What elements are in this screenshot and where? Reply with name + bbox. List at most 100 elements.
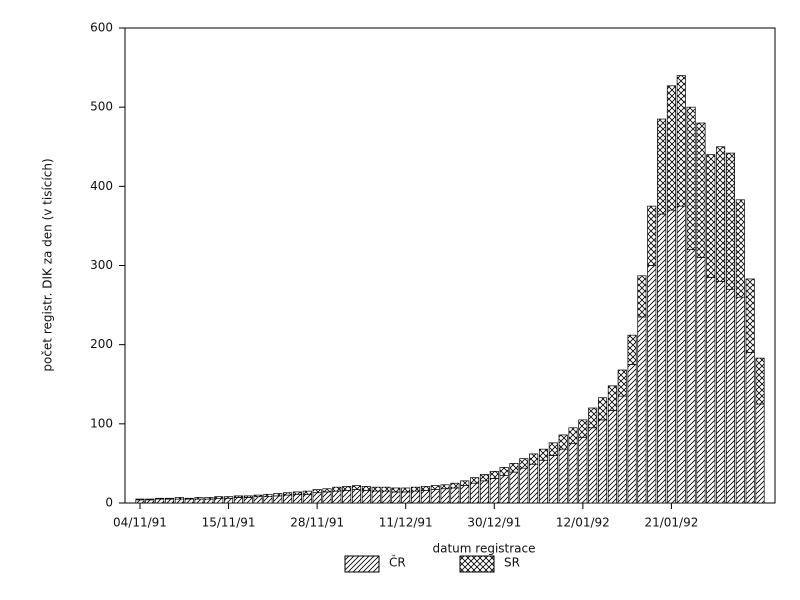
bar-segment <box>204 497 214 500</box>
bar-segment <box>342 486 352 491</box>
bar-segment <box>666 209 676 504</box>
bar-segment <box>194 497 204 500</box>
bar-segment <box>450 482 460 489</box>
x-tick-label: 21/01/92 <box>644 516 698 530</box>
bar-segment <box>253 494 263 498</box>
bar-segment <box>529 463 539 504</box>
bar-segment <box>233 495 243 498</box>
bar-segment <box>558 434 568 450</box>
bar-segment <box>657 213 667 504</box>
bar-segment <box>401 491 411 504</box>
bar-segment <box>194 498 204 504</box>
bar-segment <box>558 448 568 504</box>
bar-segment <box>755 357 765 405</box>
bar-segment <box>725 288 736 504</box>
legend-label: SR <box>504 556 520 570</box>
x-tick-label: 12/01/92 <box>556 516 610 530</box>
bar-segment <box>351 489 362 504</box>
bar-segment <box>292 491 302 495</box>
bar-segment <box>676 205 686 504</box>
y-tick-label: 300 <box>90 258 113 272</box>
bar-segment <box>371 486 381 492</box>
bar-segment <box>598 419 608 504</box>
bar-segment <box>332 486 342 492</box>
bar-segment <box>322 491 332 504</box>
bar-segment <box>686 249 696 504</box>
x-tick-label: 30/12/91 <box>467 516 521 530</box>
bar-segment <box>617 395 627 504</box>
bar-segment <box>548 455 558 504</box>
x-axis-title: datum registrace <box>432 542 535 556</box>
bar-segment <box>499 474 509 504</box>
bar-segment <box>371 490 381 504</box>
y-axis-title: počet registr. DIK za den (v tisících) <box>41 158 55 371</box>
bar-segment <box>420 489 430 504</box>
bar-segment <box>538 448 549 461</box>
y-tick-label: 0 <box>105 496 113 510</box>
bar-segment <box>322 488 332 493</box>
bar-segment <box>204 498 214 504</box>
bar-segment <box>696 122 706 258</box>
bar-segment <box>509 463 519 473</box>
bar-segment <box>735 199 745 298</box>
bar-segment <box>440 484 450 490</box>
bar-segment <box>273 495 283 504</box>
bar-segment <box>745 352 755 504</box>
bar-segment <box>302 490 312 495</box>
bar-segment <box>283 494 293 504</box>
bar-segment <box>342 489 352 504</box>
y-tick-label: 400 <box>90 179 113 193</box>
bar-segment <box>312 492 322 504</box>
bar-segment <box>283 492 293 496</box>
bar-segment <box>617 369 627 397</box>
bar-segment <box>145 498 155 501</box>
bar-segment <box>214 496 224 499</box>
bar-segment <box>538 459 549 504</box>
bar-segment <box>706 154 716 278</box>
bar-segment <box>292 493 302 504</box>
bar-segment <box>607 385 617 411</box>
bar-segment <box>253 496 263 504</box>
bar-segment <box>568 427 578 444</box>
bar-segment <box>637 275 647 318</box>
legend-swatch <box>459 555 495 573</box>
bar-segment <box>627 364 637 504</box>
bar-segment <box>460 480 470 486</box>
bar-segment <box>519 458 529 469</box>
y-tick-label: 600 <box>90 21 113 35</box>
x-tick-label: 04/11/91 <box>113 516 167 530</box>
bar-segment <box>332 490 342 504</box>
bar-segment <box>588 427 598 504</box>
bar-segment <box>489 470 499 479</box>
bar-segment <box>509 471 519 504</box>
bar-segment <box>214 497 224 504</box>
bar-segment <box>273 493 283 497</box>
bar-segment <box>755 403 765 504</box>
bar-segment <box>312 489 322 494</box>
bar-segment <box>381 486 391 492</box>
bar-segment <box>184 498 194 504</box>
x-tick-label: 11/12/91 <box>379 516 433 530</box>
bar-segment <box>243 495 253 498</box>
bar-segment <box>351 485 362 490</box>
bar-segment <box>440 488 450 504</box>
bar-segment <box>548 442 558 456</box>
bar-segment <box>598 397 608 421</box>
bar-segment <box>489 478 499 504</box>
bar-segment <box>164 497 175 500</box>
bar-segment <box>381 490 391 504</box>
bar-segment <box>716 146 726 282</box>
bar-segment <box>716 280 726 504</box>
bar-segment <box>637 316 647 504</box>
bar-segment <box>460 485 470 504</box>
bar-segment <box>647 205 657 266</box>
bar-segment <box>155 498 165 504</box>
bar-segment <box>411 490 421 504</box>
bar-segment <box>145 499 155 504</box>
x-tick-label: 15/11/91 <box>202 516 256 530</box>
y-tick-label: 500 <box>90 100 113 114</box>
y-tick-label: 200 <box>90 337 113 351</box>
bar-segment <box>430 489 440 504</box>
bar-segment <box>233 497 243 504</box>
bar-segment <box>174 497 184 500</box>
